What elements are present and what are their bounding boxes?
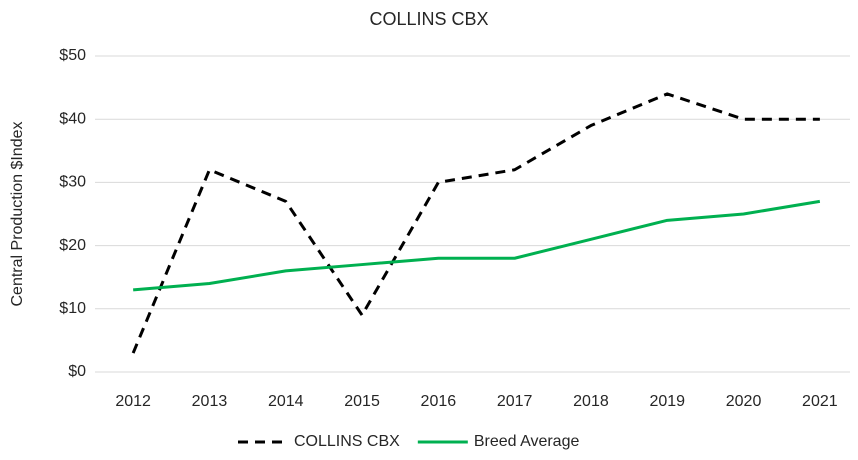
chart-title: COLLINS CBX bbox=[369, 9, 488, 29]
x-tick-label: 2017 bbox=[497, 393, 533, 410]
x-tick-label: 2012 bbox=[115, 393, 151, 410]
y-tick-label: $20 bbox=[59, 237, 86, 254]
x-tick-label: 2020 bbox=[726, 393, 762, 410]
legend-label: COLLINS CBX bbox=[294, 433, 400, 450]
series-line bbox=[133, 199, 821, 292]
legend-label: Breed Average bbox=[474, 433, 580, 450]
x-tick-label: 2015 bbox=[344, 393, 380, 410]
x-tick-label: 2019 bbox=[649, 393, 685, 410]
x-tick-label: 2014 bbox=[268, 393, 304, 410]
y-tick-label: $30 bbox=[59, 174, 86, 191]
series-line bbox=[131, 92, 820, 354]
y-tick-label: $50 bbox=[59, 47, 86, 64]
y-tick-label: $10 bbox=[59, 300, 86, 317]
y-axis-label: Central Production $Index bbox=[9, 122, 26, 307]
x-tick-label: 2016 bbox=[421, 393, 457, 410]
x-tick-label: 2013 bbox=[192, 393, 228, 410]
x-tick-label: 2018 bbox=[573, 393, 609, 410]
y-tick-label: $0 bbox=[68, 363, 86, 380]
x-tick-label: 2021 bbox=[802, 393, 838, 410]
y-tick-label: $40 bbox=[59, 110, 86, 127]
